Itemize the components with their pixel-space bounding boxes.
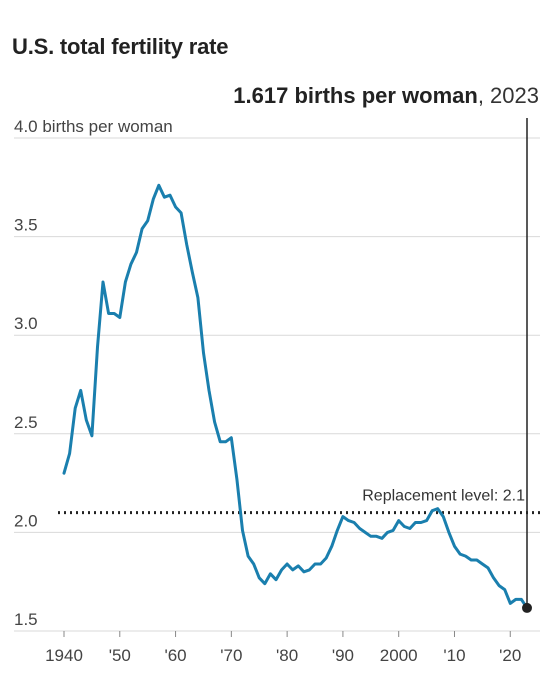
callout-text: 1.617 births per woman, 2023 (233, 83, 539, 108)
y-tick-label: 2.5 (14, 413, 38, 432)
callout-year: , 2023 (478, 83, 539, 108)
y-tick-label: 2.0 (14, 511, 38, 530)
y-tick-label: 3.5 (14, 216, 38, 235)
x-tick-label: '50 (109, 646, 131, 665)
grid-lines (14, 137, 540, 637)
replacement-level-label: Replacement level: 2.1 (362, 488, 525, 505)
fertility-rate-line (62, 183, 529, 610)
x-tick-label: '20 (499, 646, 521, 665)
x-tick-label: '70 (220, 646, 242, 665)
latest-value-point (522, 602, 532, 613)
chart-title: U.S. total fertility rate (12, 34, 229, 59)
y-tick-label: 3.0 (14, 314, 38, 333)
series-lines (62, 183, 529, 610)
x-tick-label: '90 (332, 646, 354, 665)
replacement-level-reference: Replacement level: 2.1 (58, 488, 540, 515)
annotations: 1.617 births per woman, 2023 (233, 83, 539, 613)
tick-labels: 4.0 births per woman 1.5 2.0 2.5 3.0 3.5 1940 '… (14, 117, 521, 665)
y-axis-top-label: 4.0 births per woman (14, 117, 173, 136)
callout-value: 1.617 births per woman (233, 83, 478, 108)
x-tick-label: '10 (443, 646, 465, 665)
x-tick-label: '80 (276, 646, 298, 665)
y-tick-label: 1.5 (14, 610, 38, 629)
x-tick-label: 2000 (380, 646, 418, 665)
x-tick-label: 1940 (45, 646, 83, 665)
x-tick-label: '60 (164, 646, 186, 665)
